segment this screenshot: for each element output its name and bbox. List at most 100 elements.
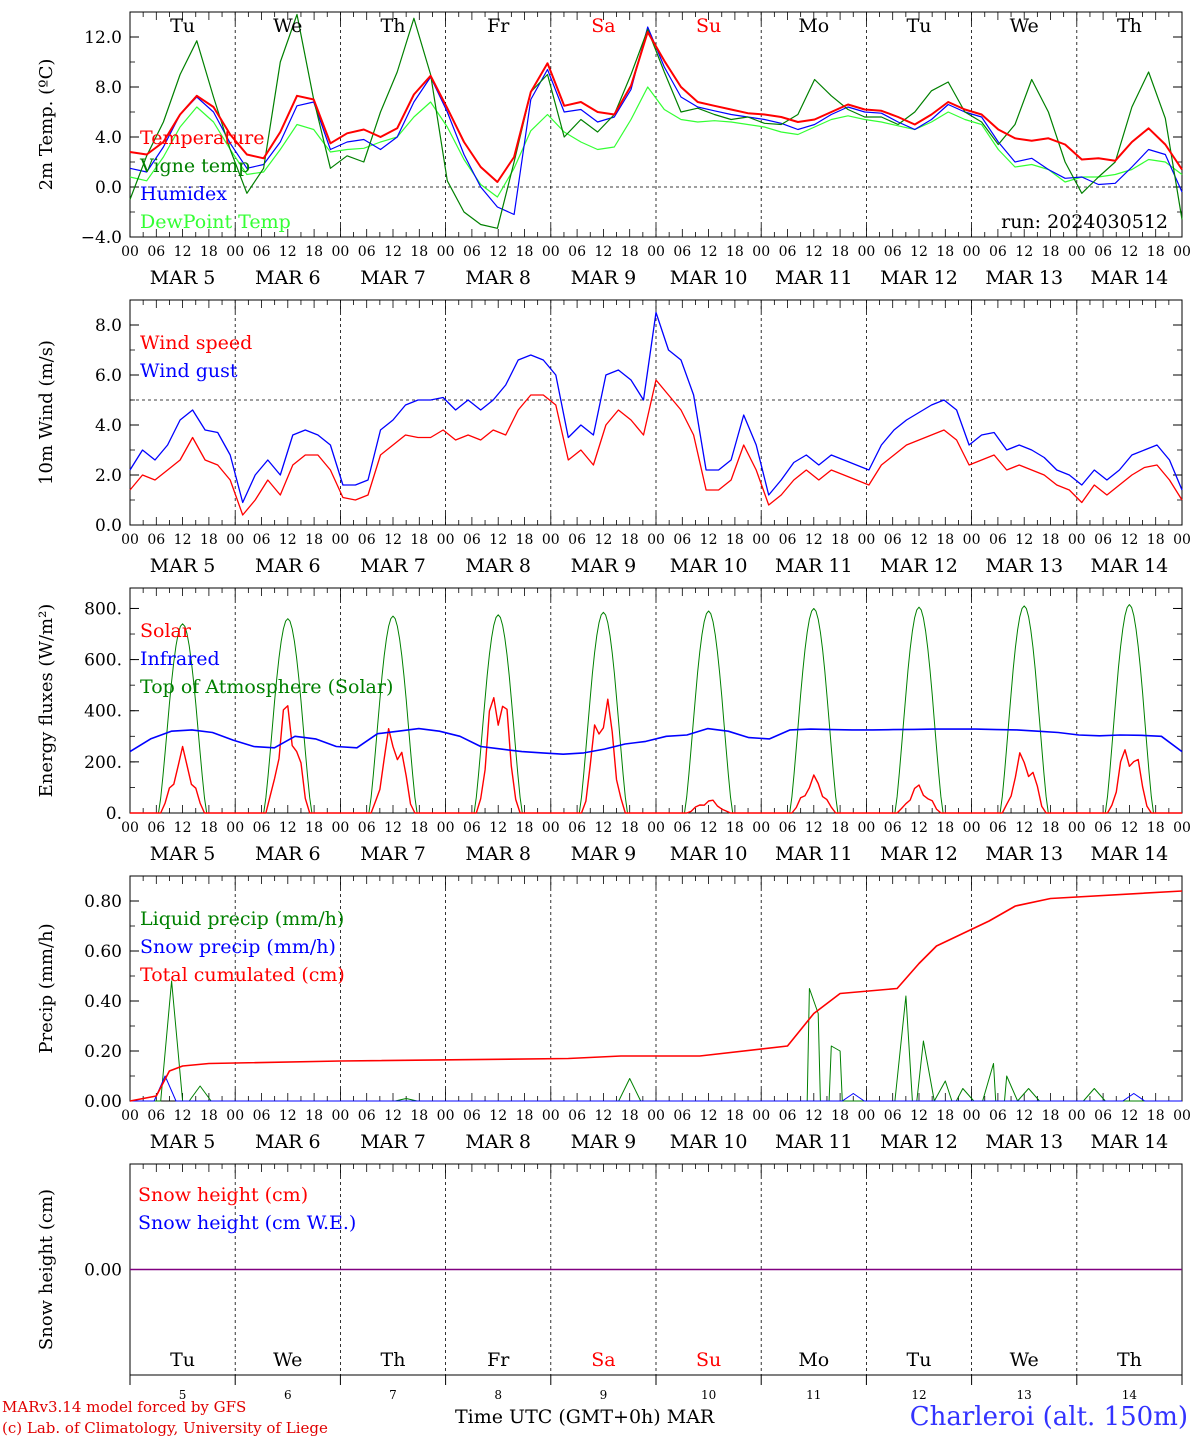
hour-tick-label: 12 — [174, 244, 192, 260]
hour-tick-label: 00 — [647, 532, 665, 548]
hour-tick-label: 18 — [410, 1108, 428, 1124]
day-abbr: Tu — [170, 1349, 195, 1371]
hour-tick-label: 00 — [1173, 244, 1191, 260]
hour-tick-label: 06 — [147, 1108, 165, 1124]
hour-tick-label: 00 — [857, 1108, 875, 1124]
hour-tick-label: 00 — [1173, 532, 1191, 548]
hour-tick-label: 12 — [279, 532, 297, 548]
hour-tick-label: 12 — [384, 1108, 402, 1124]
legend-entry: Temperature — [140, 127, 264, 149]
hour-tick-label: 00 — [752, 1108, 770, 1124]
date-label: MAR 5 — [150, 555, 216, 577]
date-label: MAR 8 — [465, 1131, 531, 1153]
hour-tick-label: 12 — [1120, 244, 1138, 260]
date-label: MAR 6 — [255, 843, 321, 865]
date-label: MAR 9 — [571, 555, 637, 577]
hour-tick-label: 18 — [516, 244, 534, 260]
hour-tick-label: 00 — [226, 1108, 244, 1124]
hour-tick-label: 00 — [542, 1108, 560, 1124]
hour-tick-label: 00 — [542, 532, 560, 548]
date-label: MAR 8 — [465, 267, 531, 289]
hour-tick-label: 12 — [1120, 820, 1138, 836]
hour-tick-label: 06 — [568, 244, 586, 260]
hour-tick-label: 00 — [647, 244, 665, 260]
solar-curve — [866, 784, 972, 814]
hour-tick-label: 18 — [200, 820, 218, 836]
day-abbr: Fr — [487, 15, 510, 37]
hour-tick-label: 12 — [700, 532, 718, 548]
legend-entry: DewPoint Temp — [140, 211, 291, 233]
hour-tick-label: 00 — [437, 820, 455, 836]
hour-tick-label: 12 — [174, 820, 192, 836]
legend-entry: Snow height (cm W.E.) — [138, 1212, 356, 1234]
hour-tick-label: 06 — [253, 244, 271, 260]
day-abbr: We — [273, 1349, 302, 1371]
date-label: MAR 7 — [360, 843, 426, 865]
toa-solar-curve — [971, 605, 1077, 814]
hour-tick-label: 00 — [121, 244, 139, 260]
hour-tick-label: 12 — [384, 820, 402, 836]
hour-tick-label: 06 — [673, 820, 691, 836]
hour-tick-label: 06 — [253, 1108, 271, 1124]
hour-tick-label: 00 — [963, 244, 981, 260]
hour-tick-label: 00 — [121, 820, 139, 836]
toa-solar-curve — [340, 615, 446, 814]
hour-tick-label: 12 — [174, 532, 192, 548]
hour-tick-label: 18 — [621, 820, 639, 836]
hour-tick-label: 00 — [1068, 820, 1086, 836]
hour-tick-label: 12 — [1015, 532, 1033, 548]
date-label: MAR 13 — [985, 1131, 1063, 1153]
date-label: MAR 13 — [985, 267, 1063, 289]
legend-entry: Total cumulated (cm) — [140, 964, 345, 986]
series-line-wind-speed — [129, 379, 1183, 516]
hour-tick-label: 18 — [1147, 1108, 1165, 1124]
y-tick-label: 0.60 — [84, 942, 122, 962]
solar-curve — [656, 799, 762, 814]
hour-tick-label: 18 — [726, 820, 744, 836]
series-line-temperature — [129, 31, 1183, 183]
day-abbr: Tu — [907, 1349, 932, 1371]
station-name: Charleroi (alt. 150m) — [909, 1402, 1188, 1432]
date-number: 5 — [179, 1388, 187, 1402]
legend-entry: Top of Atmosphere (Solar) — [140, 676, 393, 698]
y-tick-label: 8.0 — [95, 78, 122, 98]
hour-tick-label: 18 — [621, 244, 639, 260]
hour-tick-label: 06 — [673, 244, 691, 260]
date-label: MAR 14 — [1091, 555, 1169, 577]
hour-tick-label: 00 — [1173, 820, 1191, 836]
toa-solar-curve — [1076, 604, 1182, 814]
hour-tick-label: 18 — [1147, 820, 1165, 836]
y-tick-label: −4.0 — [81, 228, 122, 248]
date-label: MAR 10 — [670, 843, 748, 865]
hour-tick-label: 06 — [884, 244, 902, 260]
hour-tick-label: 12 — [594, 244, 612, 260]
day-abbr: Sa — [591, 15, 615, 37]
y-axis-label: 2m Temp. (ºC) — [36, 59, 57, 191]
date-label: MAR 5 — [150, 267, 216, 289]
lab-credit: (c) Lab. of Climatology, University of L… — [2, 1419, 328, 1437]
hour-tick-label: 00 — [331, 244, 349, 260]
hour-tick-label: 06 — [568, 1108, 586, 1124]
date-label: MAR 6 — [255, 267, 321, 289]
date-label: MAR 7 — [360, 555, 426, 577]
y-tick-label: 4.0 — [95, 128, 122, 148]
hour-tick-label: 18 — [1042, 1108, 1060, 1124]
hour-tick-label: 18 — [410, 820, 428, 836]
day-abbr: Su — [696, 15, 721, 37]
hour-tick-label: 18 — [1147, 244, 1165, 260]
hour-tick-label: 00 — [752, 244, 770, 260]
solar-curve — [550, 698, 656, 814]
hour-tick-label: 12 — [1015, 820, 1033, 836]
hour-tick-label: 18 — [726, 1108, 744, 1124]
hour-tick-label: 06 — [884, 1108, 902, 1124]
date-label: MAR 10 — [670, 1131, 748, 1153]
date-label: MAR 12 — [880, 555, 958, 577]
day-abbr: We — [273, 15, 302, 37]
hour-tick-label: 12 — [805, 244, 823, 260]
hour-tick-label: 06 — [568, 820, 586, 836]
hour-tick-label: 00 — [226, 244, 244, 260]
y-tick-label: 0.40 — [84, 992, 122, 1012]
hour-tick-label: 18 — [831, 532, 849, 548]
date-number: 9 — [600, 1388, 608, 1402]
hour-tick-label: 18 — [200, 532, 218, 548]
